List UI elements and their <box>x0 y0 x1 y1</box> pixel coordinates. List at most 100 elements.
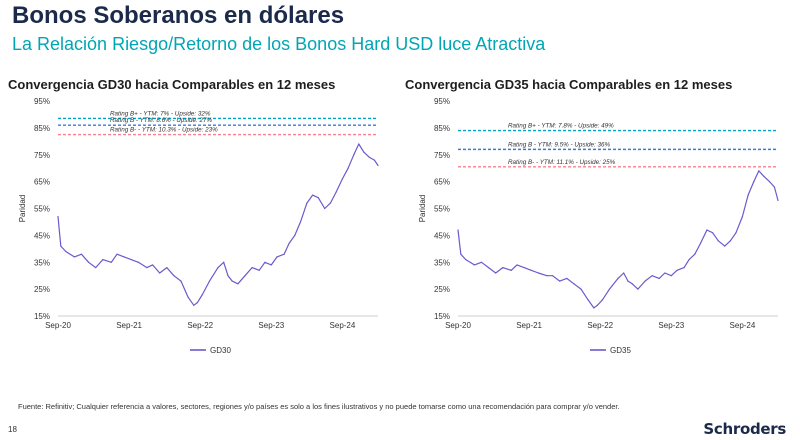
data-point-gd30 <box>329 202 331 204</box>
data-point-gd35 <box>510 269 512 271</box>
data-point-gd35 <box>551 275 554 277</box>
y-tick-label: 95% <box>34 97 50 106</box>
data-point-gd35 <box>596 304 598 306</box>
data-point-gd35 <box>573 283 575 285</box>
data-point-gd35 <box>777 199 779 202</box>
data-point-gd35 <box>523 267 525 269</box>
data-point-gd35 <box>688 258 690 261</box>
data-point-gd30 <box>60 245 62 247</box>
x-tick-label: Sep-24 <box>730 321 756 330</box>
y-tick-label: 35% <box>434 258 450 267</box>
data-point-gd35 <box>502 267 504 269</box>
data-point-gd35 <box>487 267 490 269</box>
reference-line-label: Rating B - YTM: 8.6% - Upside: 27% <box>110 117 212 124</box>
x-tick-label: Sep-21 <box>516 321 542 330</box>
y-tick-label: 65% <box>34 178 50 187</box>
x-tick-label: Sep-22 <box>187 321 213 330</box>
data-point-gd30 <box>264 261 266 263</box>
page-subtitle: La Relación Riesgo/Retorno de los Bonos … <box>12 34 546 54</box>
data-point-gd30 <box>294 234 296 236</box>
data-point-gd35 <box>516 264 518 266</box>
data-point-gd35 <box>457 229 459 231</box>
data-point-gd35 <box>537 272 539 274</box>
y-tick-label: 75% <box>434 151 450 160</box>
data-point-gd30 <box>299 221 302 223</box>
x-tick-label: Sep-23 <box>258 321 284 330</box>
x-tick-label: Sep-23 <box>658 321 684 330</box>
data-point-gd30 <box>368 156 371 159</box>
series-line-gd35 <box>457 170 779 309</box>
data-point-gd30 <box>353 154 355 156</box>
data-point-gd35 <box>729 240 731 242</box>
y-axis-label: Paridad <box>418 195 427 223</box>
data-point-gd35 <box>559 280 561 282</box>
data-point-gd30 <box>116 253 118 255</box>
data-point-gd30 <box>288 242 290 245</box>
data-point-gd35 <box>593 307 595 309</box>
data-point-gd30 <box>217 267 219 269</box>
data-point-gd35 <box>465 258 467 261</box>
data-point-gd35 <box>530 269 532 271</box>
data-point-gd35 <box>644 280 646 282</box>
data-point-gd30 <box>237 283 239 285</box>
data-point-gd30 <box>363 151 365 153</box>
data-point-gd30 <box>173 275 175 277</box>
data-point-gd30 <box>166 267 168 269</box>
y-tick-label: 15% <box>34 312 50 321</box>
data-point-gd30 <box>123 256 125 258</box>
data-point-gd35 <box>651 275 653 277</box>
y-tick-label: 45% <box>34 231 50 240</box>
data-point-gd35 <box>631 283 633 285</box>
data-point-gd30 <box>227 275 229 277</box>
data-point-gd30 <box>283 253 285 255</box>
y-tick-label: 55% <box>34 205 50 214</box>
chart-title-gd35: Convergencia GD35 hacia Comparables en 1… <box>405 77 733 92</box>
data-point-gd30 <box>73 256 75 258</box>
data-point-gd30 <box>324 207 326 210</box>
y-tick-label: 45% <box>434 231 450 240</box>
data-point-gd30 <box>159 272 161 274</box>
data-point-gd35 <box>664 272 666 274</box>
x-tick-label: Sep-24 <box>330 321 356 330</box>
page-title: Bonos Soberanos en dólares <box>12 2 345 29</box>
data-point-gd30 <box>57 215 59 218</box>
data-point-gd35 <box>735 232 737 234</box>
data-point-gd30 <box>244 275 246 277</box>
y-tick-label: 25% <box>434 285 450 294</box>
y-tick-label: 55% <box>434 205 450 214</box>
data-point-gd35 <box>460 253 462 255</box>
y-tick-label: 75% <box>34 151 50 160</box>
data-point-gd30 <box>180 280 182 282</box>
data-point-gd35 <box>601 299 603 301</box>
data-point-gd30 <box>87 261 90 263</box>
data-point-gd30 <box>80 253 83 255</box>
data-point-gd35 <box>694 253 696 255</box>
data-point-gd30 <box>358 143 360 145</box>
x-tick-label: Sep-22 <box>587 321 613 330</box>
data-point-gd30 <box>137 261 139 263</box>
data-point-gd30 <box>373 159 376 161</box>
reference-line-label: Rating B - YTM: 9.5% - Upside: 36% <box>508 141 610 148</box>
data-point-gd35 <box>724 245 726 247</box>
data-point-gd35 <box>587 299 589 301</box>
data-point-gd35 <box>658 277 660 279</box>
footnote: Fuente: Refinitiv; Cualquier referencia … <box>18 402 620 411</box>
y-tick-label: 85% <box>34 124 50 133</box>
chart-gd30: 15% 25% 35% 45% 55% 65% 75% 85% 95% Sep-20 Sep-21 S… <box>18 97 379 355</box>
data-point-gd30 <box>102 258 104 261</box>
data-point-gd35 <box>699 242 702 245</box>
data-point-gd30 <box>130 258 132 261</box>
data-point-gd35 <box>753 181 755 183</box>
data-point-gd35 <box>768 181 771 183</box>
data-point-gd30 <box>377 164 379 167</box>
data-point-gd30 <box>95 267 97 269</box>
y-tick-label: 35% <box>34 258 50 267</box>
data-point-gd35 <box>608 288 611 290</box>
data-point-gd35 <box>676 269 678 271</box>
data-point-gd35 <box>717 240 719 242</box>
data-point-gd35 <box>773 186 776 188</box>
data-point-gd30 <box>201 293 203 296</box>
reference-line-label: Rating B- - YTM: 10.3% - Upside: 23% <box>110 127 218 134</box>
data-point-gd35 <box>706 229 708 231</box>
page-number: 18 <box>8 425 17 434</box>
